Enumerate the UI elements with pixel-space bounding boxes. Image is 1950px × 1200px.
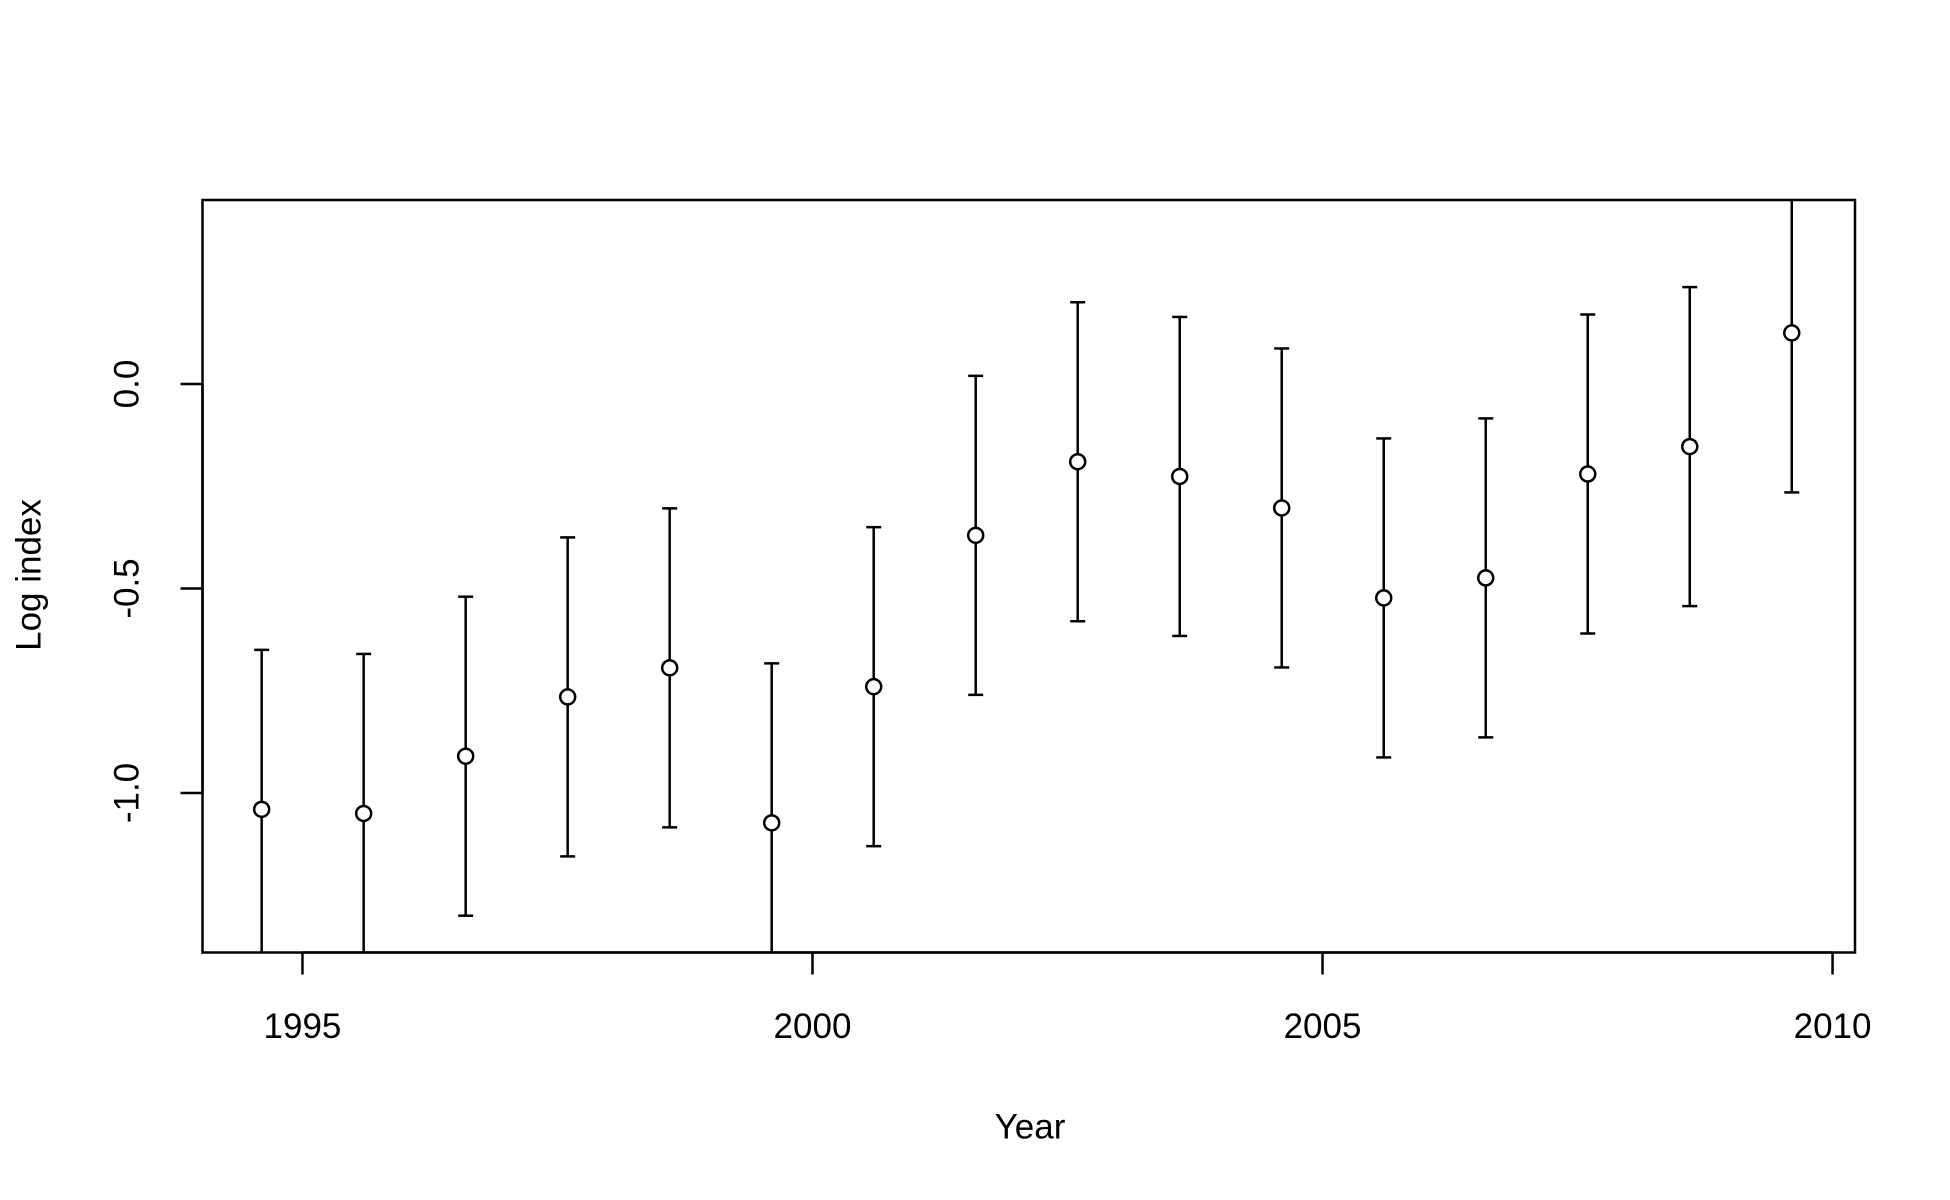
point xyxy=(456,747,475,765)
x-tick-label: 2005 xyxy=(1284,1007,1362,1046)
point xyxy=(966,526,985,545)
y-tick-label: -1.0 xyxy=(107,763,146,823)
point xyxy=(1272,499,1291,517)
y-tick-label: -0.5 xyxy=(107,558,146,618)
point xyxy=(1068,452,1087,471)
point xyxy=(252,800,271,819)
point xyxy=(1681,437,1699,456)
point xyxy=(1170,467,1189,486)
point xyxy=(1374,589,1393,607)
point xyxy=(660,659,679,677)
x-axis-label: Year xyxy=(995,1107,1066,1146)
point xyxy=(864,677,883,696)
y-tick-label: 0.0 xyxy=(107,360,146,409)
point xyxy=(1783,324,1801,342)
x-tick-label: 1995 xyxy=(264,1007,342,1046)
point xyxy=(558,688,577,706)
point xyxy=(1476,569,1495,587)
x-tick-label: 2010 xyxy=(1794,1007,1872,1046)
point xyxy=(1578,465,1597,483)
plot-area xyxy=(252,200,1801,953)
plot-frame xyxy=(201,198,1857,954)
y-axis-label: Log index xyxy=(9,499,48,651)
x-tick-label: 2000 xyxy=(774,1007,852,1046)
point xyxy=(354,804,373,823)
point xyxy=(762,814,781,832)
